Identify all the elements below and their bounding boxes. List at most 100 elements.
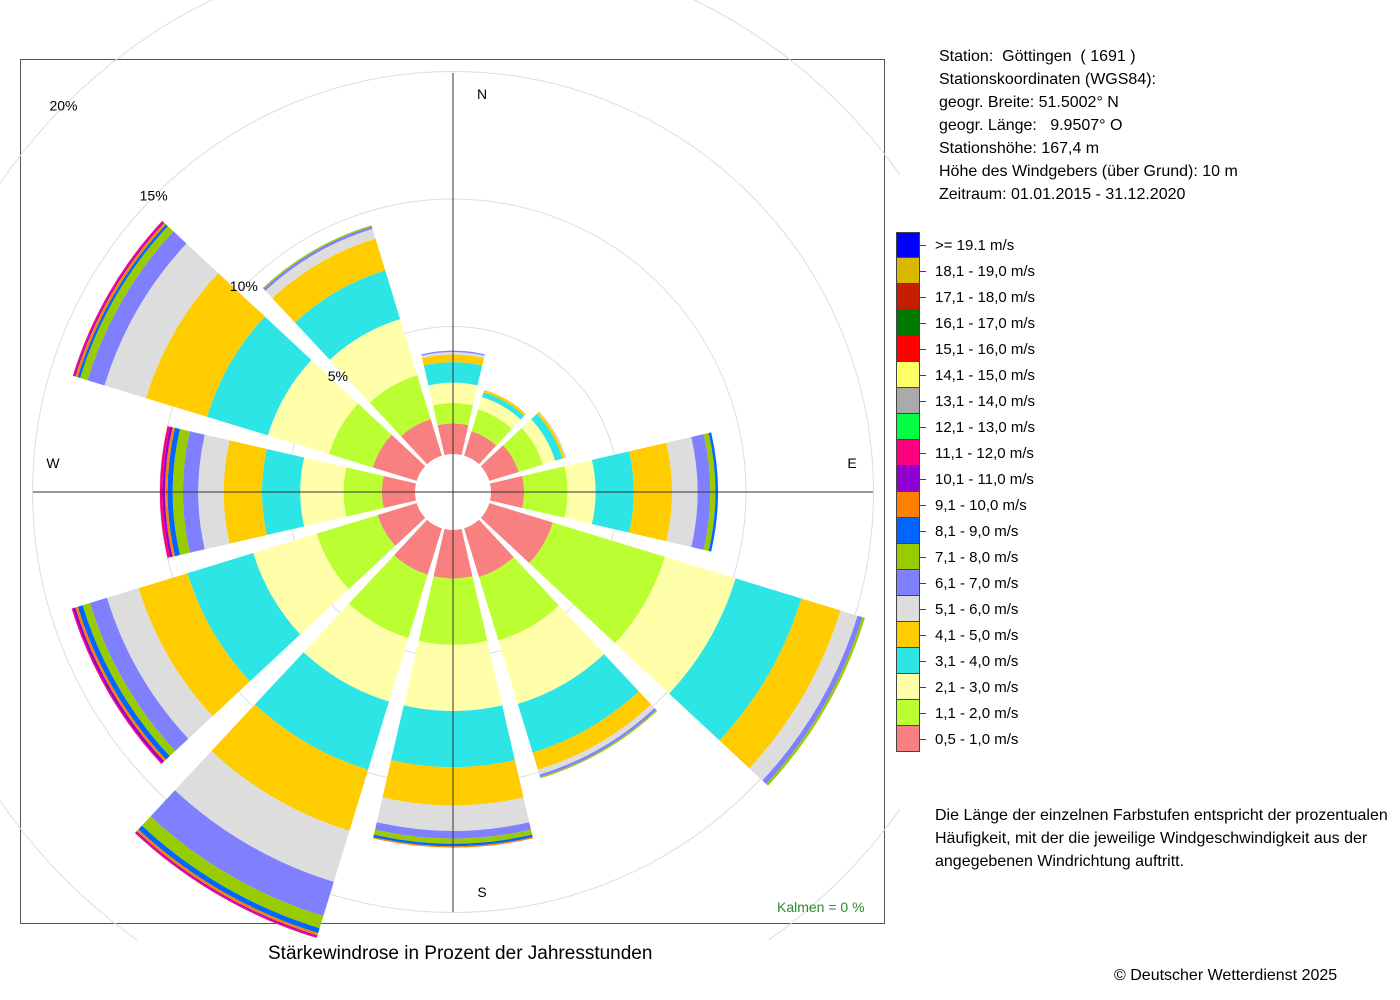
legend-label: 1,1 - 2,0 m/s [935, 705, 1019, 722]
legend-label: 4,1 - 5,0 m/s [935, 627, 1019, 644]
direction-label: E [847, 455, 856, 471]
windrose-segment [211, 704, 369, 831]
legend-label: 11,1 - 12,0 m/s [935, 445, 1034, 462]
legend-swatch [896, 700, 920, 726]
legend-swatch [896, 336, 920, 362]
station-info-line: Zeitraum: 01.01.2015 - 31.12.2020 [939, 186, 1186, 203]
windrose-segment [532, 691, 652, 770]
windrose-segment [377, 503, 426, 546]
legend-label: 0,5 - 1,0 m/s [935, 731, 1019, 748]
windrose-segment [348, 555, 428, 639]
windrose-segment [521, 419, 556, 465]
windrose-segment [167, 427, 180, 557]
windrose-segment [174, 751, 350, 882]
legend-tick [920, 245, 926, 246]
windrose-segment [503, 427, 543, 472]
legend-label: 18,1 - 19,0 m/s [935, 263, 1036, 280]
legend-label: 16,1 - 17,0 m/s [935, 315, 1036, 332]
windrose-segment [162, 426, 173, 558]
windrose-segment [150, 790, 334, 917]
ring-label: 20% [49, 98, 77, 114]
windrose-segment [187, 553, 301, 682]
legend-swatch [896, 232, 920, 258]
windrose-segment [373, 829, 533, 844]
legend-tick [920, 635, 926, 636]
legend-tick [920, 661, 926, 662]
ring-label: 15% [140, 188, 168, 204]
legend-label: 6,1 - 7,0 m/s [935, 575, 1019, 592]
windrose-segment [421, 350, 485, 356]
windrose-segment [480, 445, 519, 481]
windrose-segment [138, 825, 320, 934]
grid-ring [32, 71, 874, 913]
chart-title: Stärkewindrose in Prozent der Jahresstun… [268, 943, 653, 964]
windrose-segment [104, 243, 219, 399]
windrose-segment [267, 359, 359, 455]
windrose-segment [400, 419, 442, 465]
direction-label: W [46, 455, 60, 471]
windrose-segment [394, 519, 442, 575]
legend-swatch [896, 648, 920, 674]
legend-tick [920, 349, 926, 350]
direction-label: S [477, 884, 486, 900]
legend-label: 8,1 - 9,0 m/s [935, 523, 1019, 540]
direction-label: N [477, 86, 487, 102]
windrose-segment [329, 319, 418, 403]
legend-swatch [896, 596, 920, 622]
windrose-segment [464, 431, 497, 465]
legend-tick [920, 427, 926, 428]
windrose-segment [749, 610, 858, 781]
legend-swatch [896, 466, 920, 492]
windrose-segment [316, 515, 396, 590]
legend-tick [920, 453, 926, 454]
windrose-plot-frame [20, 59, 885, 924]
windrose-segment [498, 605, 605, 704]
windrose-segment [479, 557, 559, 641]
windrose-segment [615, 556, 736, 694]
station-info-line: geogr. Breite: 51.5002° N [939, 94, 1119, 111]
windrose-segment [254, 652, 389, 770]
windrose-chart: N E S W 5% 10% 15% 20% [0, 0, 900, 940]
windrose-segment [303, 603, 409, 702]
legend-tick [920, 271, 926, 272]
legend-tick [920, 479, 926, 480]
windrose-segment [77, 605, 170, 760]
legend-tick [920, 401, 926, 402]
legend-label: >= 19.1 m/s [935, 237, 1015, 254]
legend-swatch [896, 362, 920, 388]
windrose-segment [708, 432, 718, 552]
windrose-segment [719, 598, 841, 769]
windrose-segment [464, 519, 514, 578]
windrose-segment [272, 238, 386, 323]
legend-swatch [896, 492, 920, 518]
windrose-segment [206, 316, 312, 436]
legend-note: Die Länge der einzelnen Farbstufen entsp… [935, 807, 1388, 870]
calm-label: Kalmen = 0 % [777, 899, 865, 915]
windrose-segment [703, 432, 716, 552]
legend-swatch [896, 726, 920, 752]
legend-tick [920, 297, 926, 298]
legend-swatch [896, 674, 920, 700]
windrose-segment [517, 654, 639, 753]
windrose-segment [471, 409, 512, 446]
legend-tick [920, 713, 926, 714]
legend-tick [920, 687, 926, 688]
windrose-segment [480, 503, 553, 564]
windrose-segment [373, 837, 533, 848]
windrose-segment [482, 392, 525, 420]
legend-tick [920, 557, 926, 558]
windrose-segment [141, 816, 324, 929]
windrose-segment [762, 615, 863, 784]
legend-swatch [896, 622, 920, 648]
legend-swatch [896, 284, 920, 310]
station-info: Station: Göttingen ( 1691 ) Stationskoord… [939, 45, 1238, 206]
ring-label: 5% [328, 368, 348, 384]
windrose-segment [138, 573, 250, 717]
legend-swatch [896, 310, 920, 336]
legend-swatch [896, 518, 920, 544]
windrose-segment [369, 375, 431, 437]
legend-swatch [896, 258, 920, 284]
windrose-segment [89, 597, 189, 751]
windrose-segment [145, 273, 265, 417]
legend-tick [920, 375, 926, 376]
